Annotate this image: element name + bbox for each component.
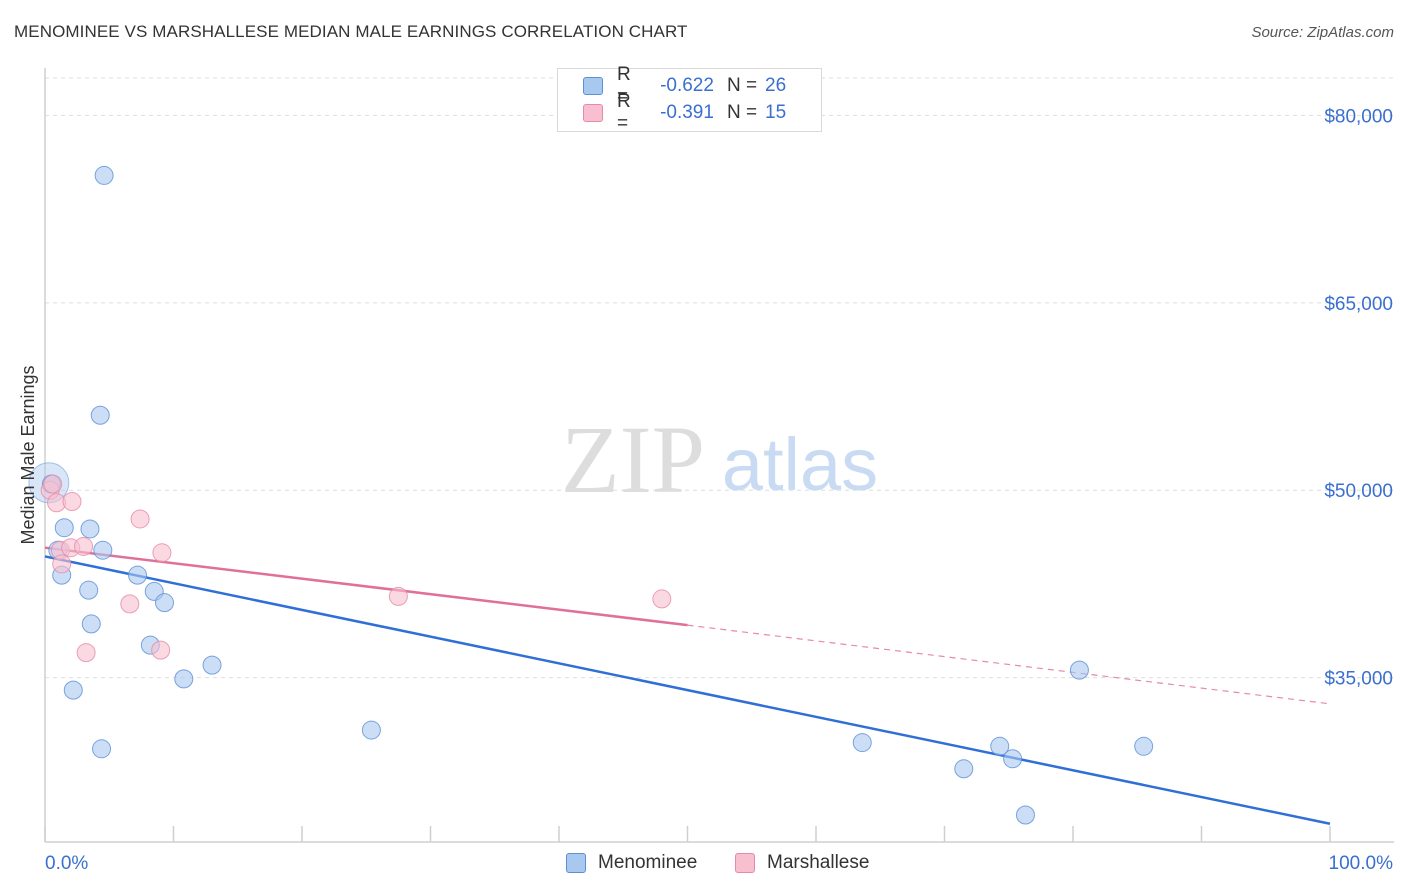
legend-n-value: 26 (765, 75, 787, 96)
correlation-legend: R = -0.622 N = 26 R = -0.391 N = 15 (557, 64, 822, 134)
legend-n-label: N = (727, 102, 758, 123)
point-marshallese (43, 474, 63, 494)
point-menominee (361, 720, 381, 740)
point-marshallese (74, 536, 94, 556)
legend-r-value: -0.622 (660, 75, 714, 96)
watermark: ZIP atlas (561, 406, 878, 513)
point-marshallese (652, 589, 672, 609)
point-menominee (63, 680, 83, 700)
legend-item-menominee[interactable]: Menominee (566, 852, 697, 874)
point-marshallese (76, 643, 96, 663)
trend-line-marshallese (44, 546, 688, 627)
point-menominee (1003, 749, 1023, 769)
legend-label-marshallese: Marshallese (767, 852, 870, 873)
legend-n-value: 15 (765, 102, 787, 123)
point-marshallese (151, 640, 171, 660)
point-marshallese (388, 586, 408, 606)
point-menominee (852, 733, 872, 753)
y-tick-label: $50,000 (1324, 481, 1393, 502)
legend-r-label: R = (617, 64, 631, 107)
point-menominee (174, 669, 194, 689)
point-menominee (80, 519, 100, 539)
point-marshallese (52, 554, 72, 574)
point-menominee (94, 165, 114, 185)
legend-row-menominee: R = -0.622 N = 26 (583, 64, 787, 107)
legend-row-marshallese: R = -0.391 N = 15 (583, 91, 787, 134)
legend-swatch-menominee (583, 77, 603, 95)
axis-labels: $35,000 $50,000 $65,000 $80,000 0.0% 100.0% Me… (18, 106, 1393, 874)
legend-swatch-marshallese (735, 853, 755, 873)
point-menominee (155, 593, 175, 613)
point-marshallese (62, 491, 82, 511)
x-tick-label: 100.0% (1329, 853, 1394, 874)
point-marshallese (120, 594, 140, 614)
y-tick-label: $35,000 (1324, 669, 1393, 690)
legend-swatch-menominee (566, 853, 586, 873)
legend-swatch-marshallese (583, 104, 603, 122)
legend-n-label: N = (727, 75, 758, 96)
y-axis-label: Median Male Earnings (18, 365, 38, 544)
legend-item-marshallese[interactable]: Marshallese (735, 852, 869, 874)
point-menominee (92, 739, 112, 759)
point-menominee (81, 614, 101, 634)
trend-extension-marshallese (687, 624, 1331, 705)
point-menominee (93, 540, 113, 560)
data-points (28, 165, 1154, 825)
trend-lines (44, 546, 1331, 825)
trend-line-menominee (44, 555, 1331, 825)
point-menominee (990, 736, 1010, 756)
watermark-zip: ZIP (561, 406, 705, 513)
point-menominee (79, 580, 99, 600)
x-tick-label: 0.0% (45, 853, 88, 874)
point-marshallese (130, 509, 150, 529)
y-tick-label: $65,000 (1324, 294, 1393, 315)
chart-title: MENOMINEE VS MARSHALLESE MEDIAN MALE EAR… (14, 22, 688, 41)
point-menominee (1069, 660, 1089, 680)
watermark-atlas: atlas (722, 423, 878, 506)
point-menominee (54, 518, 74, 538)
point-menominee (1134, 736, 1154, 756)
point-marshallese (152, 543, 172, 563)
axes (44, 68, 1394, 843)
point-menominee (202, 655, 222, 675)
point-menominee (90, 405, 110, 425)
point-menominee (128, 565, 148, 585)
point-menominee (954, 759, 974, 779)
source-label: Source: ZipAtlas.com (1251, 24, 1394, 41)
grid-lines (45, 77, 1394, 679)
point-menominee (1015, 805, 1035, 825)
legend-r-label: R = (617, 91, 631, 134)
legend-r-value: -0.391 (660, 102, 714, 123)
series-legend: Menominee Marshallese (0, 852, 1406, 876)
y-tick-label: $80,000 (1324, 106, 1393, 127)
legend-label-menominee: Menominee (598, 852, 698, 873)
